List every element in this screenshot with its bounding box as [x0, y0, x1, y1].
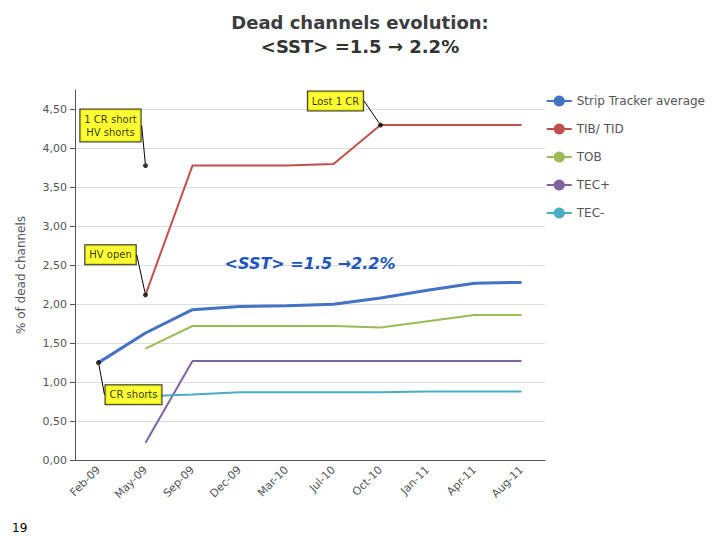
svg-text:19: 19 — [12, 521, 27, 535]
svg-text:% of dead channels: % of dead channels — [14, 216, 28, 334]
svg-text:2,50: 2,50 — [43, 259, 68, 272]
svg-text:Mar-10: Mar-10 — [255, 463, 291, 499]
svg-text:4,50: 4,50 — [43, 103, 68, 116]
svg-text:HV open: HV open — [89, 249, 132, 260]
svg-text:0,00: 0,00 — [43, 454, 68, 467]
svg-text:Feb-09: Feb-09 — [67, 463, 103, 499]
svg-text:TIB/ TID: TIB/ TID — [576, 122, 624, 136]
svg-text:Apr-11: Apr-11 — [444, 463, 479, 498]
svg-text:1,00: 1,00 — [43, 376, 68, 389]
svg-text:3,00: 3,00 — [43, 220, 68, 233]
svg-text:Jan-11: Jan-11 — [398, 463, 433, 498]
svg-text:1 CR short: 1 CR short — [84, 114, 136, 125]
svg-text:TEC-: TEC- — [576, 206, 605, 220]
svg-text:May-09: May-09 — [112, 463, 150, 501]
svg-text:Dec-09: Dec-09 — [207, 463, 244, 500]
svg-text:Sep-09: Sep-09 — [161, 463, 198, 500]
svg-text:TEC+: TEC+ — [576, 178, 610, 192]
svg-text:0,50: 0,50 — [43, 415, 68, 428]
svg-text:Strip Tracker average: Strip Tracker average — [577, 94, 705, 108]
svg-text:Lost 1 CR: Lost 1 CR — [312, 96, 359, 107]
svg-text:4,00: 4,00 — [43, 142, 68, 155]
svg-text:TOB: TOB — [576, 150, 602, 164]
svg-text:3,50: 3,50 — [43, 181, 68, 194]
svg-text:HV shorts: HV shorts — [86, 127, 134, 138]
svg-text:2,00: 2,00 — [43, 298, 68, 311]
svg-text:Jul-10: Jul-10 — [306, 463, 338, 495]
svg-text:CR shorts: CR shorts — [109, 389, 157, 400]
svg-text:Oct-10: Oct-10 — [350, 463, 385, 498]
svg-text:<SST> =1.5 →2.2%: <SST> =1.5 →2.2% — [225, 254, 396, 273]
svg-text:1,50: 1,50 — [43, 337, 68, 350]
svg-text:Aug-11: Aug-11 — [489, 463, 526, 500]
svg-text:<SST> =1.5 → 2.2%: <SST> =1.5 → 2.2% — [261, 36, 459, 57]
svg-text:Dead channels evolution:: Dead channels evolution: — [231, 12, 489, 33]
